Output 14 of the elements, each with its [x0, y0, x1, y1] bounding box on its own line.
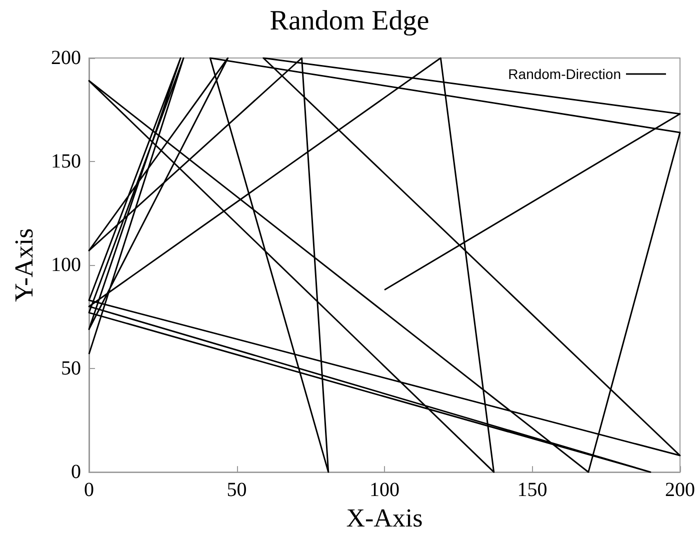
legend-label: Random-Direction	[508, 66, 621, 82]
x-axis-title: X-Axis	[346, 504, 423, 532]
y-tick-label: 200	[51, 47, 81, 69]
chart-title: Random Edge	[270, 6, 430, 36]
x-tick-label: 150	[517, 479, 548, 502]
y-tick-label: 150	[51, 150, 81, 173]
x-tick-label: 100	[370, 479, 400, 502]
y-tick-label: 100	[51, 254, 81, 276]
x-tick-label: 200	[665, 479, 695, 502]
y-tick-label: 0	[71, 461, 81, 484]
x-tick-label: 50	[226, 479, 247, 502]
line-series	[88, 57, 681, 473]
y-axis-title: Y-Axis	[10, 228, 38, 302]
y-tick-label: 50	[61, 358, 81, 380]
